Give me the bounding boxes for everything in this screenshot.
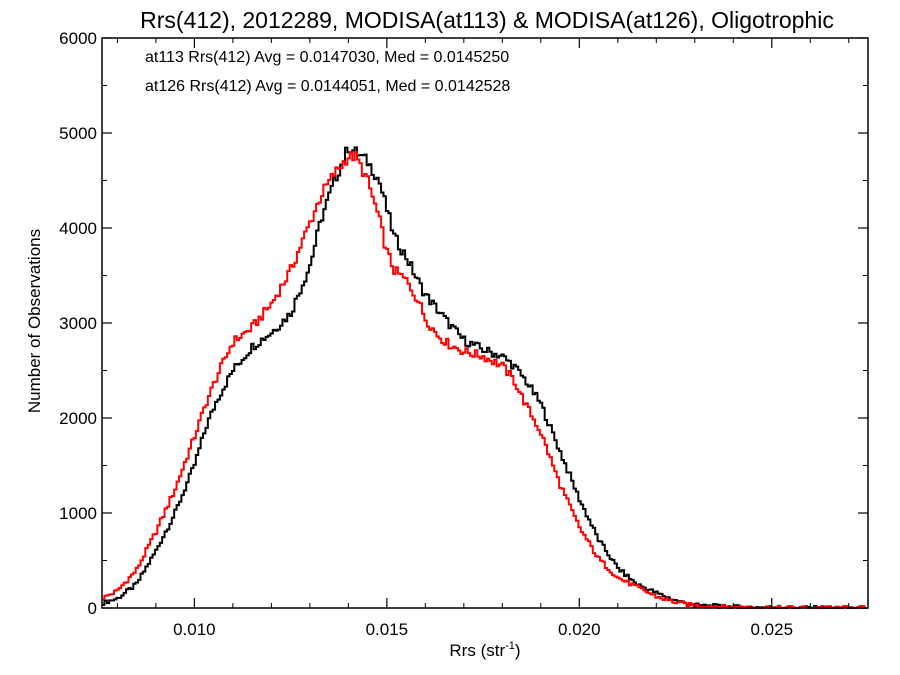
y-tick-label: 0 (88, 599, 97, 618)
tick-layer: 0 1000 2000 3000 4000 5000 6000 0.010 0.015 0.020… (59, 29, 868, 639)
series-layer (102, 146, 868, 609)
histogram-series-1 (102, 151, 868, 609)
chart-title: Rrs(412), 2012289, MODISA(at113) & MODIS… (140, 7, 834, 33)
y-axis-label: Number of Observations (25, 229, 44, 413)
y-tick-label: 3000 (59, 314, 97, 333)
x-axis-label-superscript: -1 (505, 640, 515, 652)
x-axis-label: Rrs (str-1) (449, 640, 520, 660)
x-axis-label-close: ) (515, 641, 521, 660)
x-tick-label: 0.010 (173, 620, 216, 639)
y-tick-label: 1000 (59, 504, 97, 523)
y-tick-label: 5000 (59, 124, 97, 143)
x-tick-label: 0.020 (558, 620, 601, 639)
x-tick-label: 0.025 (750, 620, 793, 639)
x-axis-label-main: Rrs (str (449, 641, 505, 660)
legend-entry-at126: at126 Rrs(412) Avg = 0.0144051, Med = 0.… (145, 78, 510, 95)
x-tick-label: 0.015 (366, 620, 409, 639)
legend-entry-at113: at113 Rrs(412) Avg = 0.0147030, Med = 0.… (145, 49, 509, 66)
plot-frame (101, 37, 869, 609)
y-tick-label: 4000 (59, 219, 97, 238)
y-tick-label: 6000 (59, 29, 97, 48)
y-tick-label: 2000 (59, 409, 97, 428)
